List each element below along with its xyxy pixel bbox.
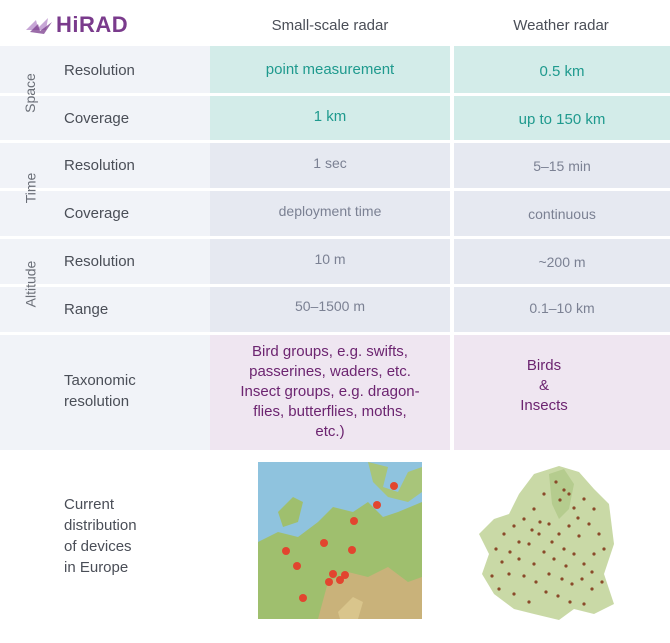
taxonomic-small-text: Bird groups, e.g. swifts, passerines, wa… <box>240 343 420 440</box>
group-divider <box>0 236 670 239</box>
taxonomic-weather-text: Birds & Insects <box>520 357 568 414</box>
row-label: Resolution <box>64 156 135 174</box>
row-label: Resolution <box>64 61 135 79</box>
row-divider <box>0 93 670 96</box>
header-weather-radar: Weather radar <box>513 17 609 34</box>
cell-small: 1 sec <box>313 155 347 171</box>
distribution-label: Current distribution of devices in Europ… <box>64 496 137 576</box>
logo: HiRAD <box>24 10 128 40</box>
cell-weather: continuous <box>528 206 596 222</box>
row-divider <box>0 188 670 191</box>
cell-small: 50–1500 m <box>294 298 366 314</box>
header-small-scale-radar: Small-scale radar <box>271 17 389 34</box>
group-divider <box>0 140 670 143</box>
row-label: Range <box>64 300 109 318</box>
row-label: Coverage <box>64 204 130 222</box>
group-divider <box>0 332 670 335</box>
group-label-space: Space <box>21 73 38 113</box>
small-scale-radar-map <box>258 462 422 619</box>
group-label-time: Time <box>22 172 38 204</box>
radar-markers <box>490 480 606 606</box>
cell-small: deployment time <box>278 203 382 219</box>
cell-weather: 0.1–10 km <box>529 300 595 316</box>
bird-logo-icon <box>26 18 52 34</box>
column-divider <box>450 46 454 450</box>
row-divider <box>0 284 670 287</box>
row-label: Coverage <box>64 109 130 127</box>
cell-small: 1 km <box>313 107 347 125</box>
group-label-altitude: Altitude <box>21 260 38 308</box>
weather-radar-map <box>474 464 614 620</box>
taxonomic-label: Taxonomic resolution <box>64 372 136 410</box>
device-markers <box>282 482 398 602</box>
logo-text: HiRAD <box>56 12 129 37</box>
cell-weather: 5–15 min <box>533 158 591 174</box>
cell-weather: up to 150 km <box>518 110 606 128</box>
cell-small: point measurement <box>265 60 395 78</box>
cell-weather: ~200 m <box>538 254 586 270</box>
cell-weather: 0.5 km <box>539 62 585 80</box>
row-label: Resolution <box>64 252 135 270</box>
cell-small: 10 m <box>314 251 346 267</box>
taxonomic-highlight <box>210 332 670 450</box>
